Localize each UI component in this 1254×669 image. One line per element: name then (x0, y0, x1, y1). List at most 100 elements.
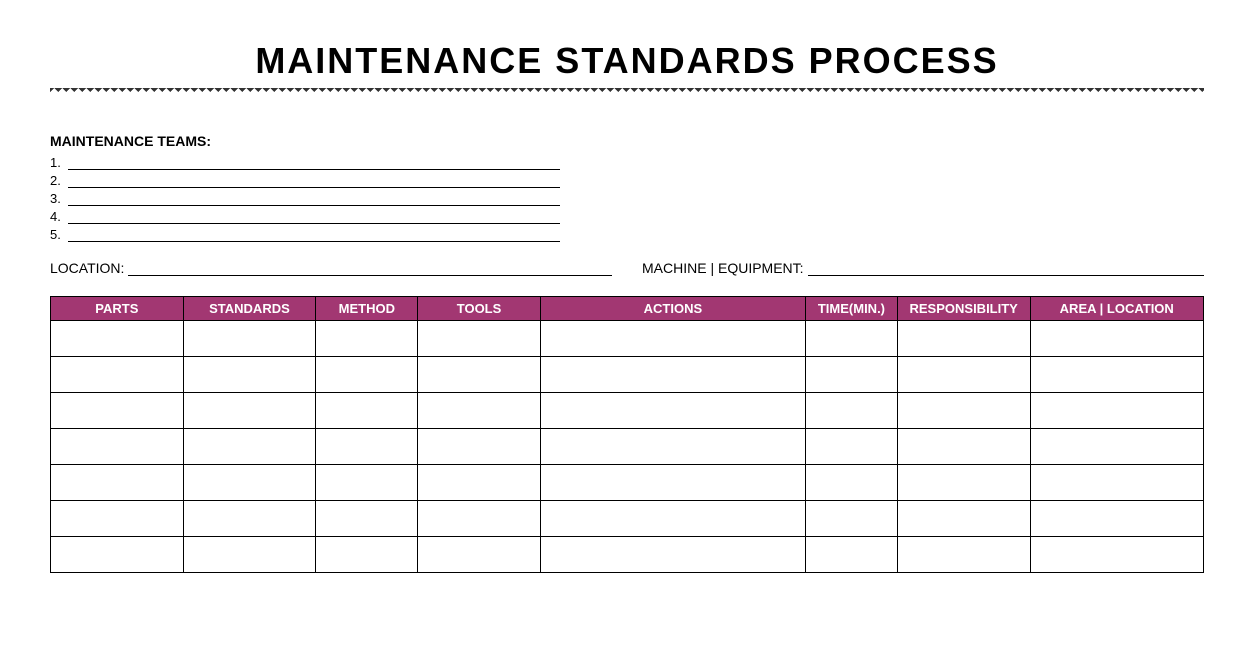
team-line-3[interactable]: 3. (50, 191, 560, 206)
table-cell[interactable] (418, 321, 540, 357)
maintenance-teams-block: MAINTENANCE TEAMS: 1. 2. 3. 4. 5. (50, 133, 1204, 242)
col-header-0: PARTS (51, 297, 184, 321)
table-cell[interactable] (316, 429, 418, 465)
table-cell[interactable] (418, 429, 540, 465)
table-cell[interactable] (540, 393, 805, 429)
table-cell[interactable] (806, 393, 898, 429)
table-cell[interactable] (183, 429, 316, 465)
table-cell[interactable] (51, 501, 184, 537)
table-cell[interactable] (418, 501, 540, 537)
table-cell[interactable] (540, 465, 805, 501)
divider-zigzag (50, 88, 1204, 98)
table-cell[interactable] (418, 357, 540, 393)
teams-label: MAINTENANCE TEAMS: (50, 133, 1204, 149)
team-input-2[interactable] (68, 174, 560, 188)
table-cell[interactable] (1030, 321, 1204, 357)
team-num-1: 1. (50, 155, 68, 170)
standards-table: PARTSSTANDARDSMETHODTOOLSACTIONSTIME(MIN… (50, 296, 1204, 573)
page-title: MAINTENANCE STANDARDS PROCESS (50, 40, 1204, 82)
table-row[interactable] (51, 501, 1204, 537)
col-header-7: AREA | LOCATION (1030, 297, 1204, 321)
table-cell[interactable] (316, 501, 418, 537)
table-cell[interactable] (51, 357, 184, 393)
table-cell[interactable] (418, 393, 540, 429)
team-input-3[interactable] (68, 192, 560, 206)
machine-input[interactable] (808, 262, 1204, 276)
team-num-3: 3. (50, 191, 68, 206)
col-header-4: ACTIONS (540, 297, 805, 321)
table-cell[interactable] (897, 537, 1030, 573)
location-label: LOCATION: (50, 260, 124, 276)
col-header-6: RESPONSIBILITY (897, 297, 1030, 321)
table-row[interactable] (51, 537, 1204, 573)
machine-label: MACHINE | EQUIPMENT: (642, 260, 804, 276)
table-cell[interactable] (897, 501, 1030, 537)
col-header-5: TIME(MIN.) (806, 297, 898, 321)
table-cell[interactable] (806, 537, 898, 573)
table-cell[interactable] (540, 357, 805, 393)
table-cell[interactable] (897, 429, 1030, 465)
table-row[interactable] (51, 321, 1204, 357)
table-cell[interactable] (1030, 357, 1204, 393)
table-row[interactable] (51, 465, 1204, 501)
table-cell[interactable] (316, 393, 418, 429)
team-num-2: 2. (50, 173, 68, 188)
table-row[interactable] (51, 357, 1204, 393)
table-cell[interactable] (897, 465, 1030, 501)
table-cell[interactable] (540, 501, 805, 537)
team-line-5[interactable]: 5. (50, 227, 560, 242)
table-cell[interactable] (1030, 501, 1204, 537)
table-cell[interactable] (806, 429, 898, 465)
table-cell[interactable] (806, 321, 898, 357)
team-line-4[interactable]: 4. (50, 209, 560, 224)
table-cell[interactable] (183, 537, 316, 573)
table-cell[interactable] (316, 537, 418, 573)
col-header-2: METHOD (316, 297, 418, 321)
table-cell[interactable] (51, 465, 184, 501)
table-body (51, 321, 1204, 573)
table-cell[interactable] (183, 393, 316, 429)
table-cell[interactable] (897, 393, 1030, 429)
table-cell[interactable] (806, 501, 898, 537)
table-cell[interactable] (897, 357, 1030, 393)
table-cell[interactable] (1030, 429, 1204, 465)
table-cell[interactable] (316, 465, 418, 501)
table-cell[interactable] (183, 501, 316, 537)
team-line-2[interactable]: 2. (50, 173, 560, 188)
table-cell[interactable] (51, 321, 184, 357)
table-cell[interactable] (540, 321, 805, 357)
team-input-4[interactable] (68, 210, 560, 224)
team-line-1[interactable]: 1. (50, 155, 560, 170)
table-cell[interactable] (183, 357, 316, 393)
table-cell[interactable] (540, 429, 805, 465)
table-cell[interactable] (316, 357, 418, 393)
location-input[interactable] (128, 262, 612, 276)
table-row[interactable] (51, 429, 1204, 465)
location-field[interactable]: LOCATION: (50, 260, 612, 276)
machine-field[interactable]: MACHINE | EQUIPMENT: (642, 260, 1204, 276)
table-cell[interactable] (806, 357, 898, 393)
table-cell[interactable] (418, 465, 540, 501)
team-input-5[interactable] (68, 228, 560, 242)
table-cell[interactable] (51, 393, 184, 429)
table-cell[interactable] (183, 321, 316, 357)
table-header: PARTSSTANDARDSMETHODTOOLSACTIONSTIME(MIN… (51, 297, 1204, 321)
table-cell[interactable] (540, 537, 805, 573)
table-cell[interactable] (1030, 393, 1204, 429)
table-cell[interactable] (806, 465, 898, 501)
team-input-1[interactable] (68, 156, 560, 170)
team-num-5: 5. (50, 227, 68, 242)
col-header-1: STANDARDS (183, 297, 316, 321)
team-num-4: 4. (50, 209, 68, 224)
location-machine-row: LOCATION: MACHINE | EQUIPMENT: (50, 260, 1204, 276)
table-cell[interactable] (1030, 465, 1204, 501)
table-row[interactable] (51, 393, 1204, 429)
table-cell[interactable] (418, 537, 540, 573)
col-header-3: TOOLS (418, 297, 540, 321)
table-cell[interactable] (897, 321, 1030, 357)
table-cell[interactable] (51, 537, 184, 573)
table-cell[interactable] (183, 465, 316, 501)
table-cell[interactable] (1030, 537, 1204, 573)
table-cell[interactable] (316, 321, 418, 357)
table-cell[interactable] (51, 429, 184, 465)
